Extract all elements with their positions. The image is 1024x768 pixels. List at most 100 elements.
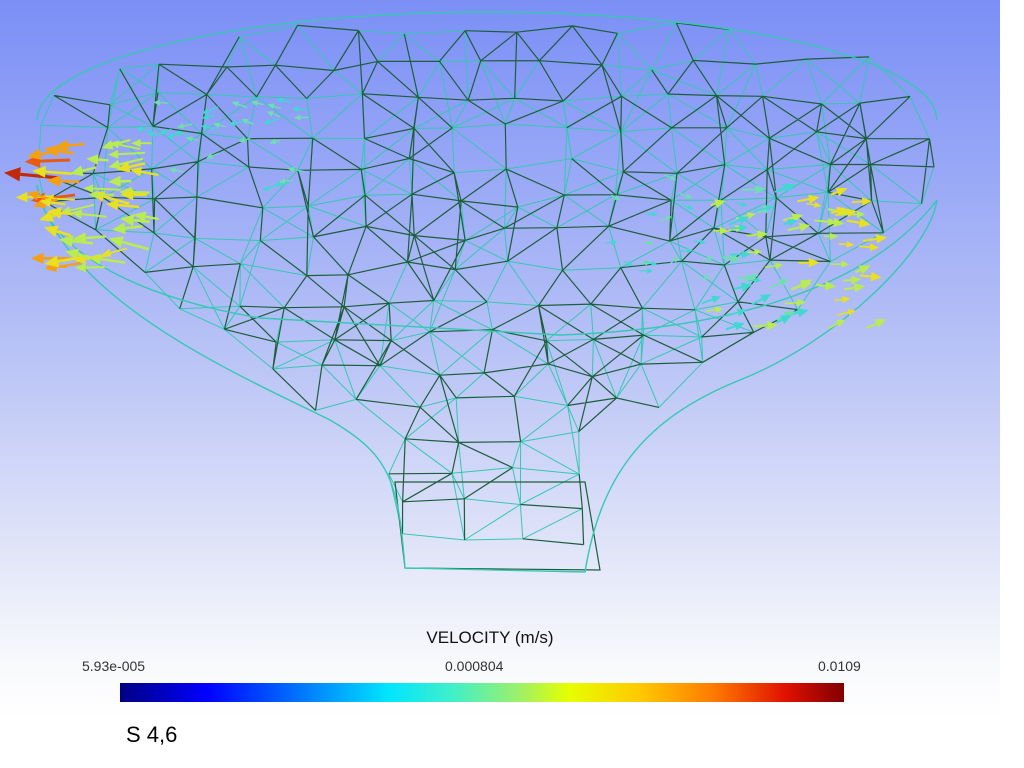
velocity-arrow — [263, 117, 281, 125]
mesh-edges-light — [37, 22, 935, 541]
velocity-arrow — [59, 235, 94, 247]
velocity-arrow — [846, 217, 871, 228]
velocity-arrow — [293, 114, 310, 121]
velocity-arrow — [746, 273, 759, 279]
velocity-arrow — [109, 236, 150, 251]
velocity-arrow — [130, 167, 159, 177]
velocity-arrow — [46, 175, 80, 187]
velocity-arrow — [605, 239, 618, 245]
figure-caption: S 4,6 — [126, 722, 178, 747]
velocity-arrow — [776, 315, 792, 324]
velocity-arrow — [859, 271, 882, 282]
velocity-arrow — [74, 254, 110, 264]
velocity-arrow — [726, 308, 747, 317]
body-outline — [36, 184, 938, 573]
velocity-arrow — [644, 260, 658, 266]
velocity-arrow — [108, 157, 144, 170]
velocity-arrow — [169, 167, 183, 174]
velocity-arrow — [201, 106, 219, 114]
velocity-arrow — [834, 296, 851, 303]
velocity-arrow — [116, 161, 146, 173]
velocity-arrow — [173, 130, 190, 137]
velocity-arrow — [70, 209, 107, 219]
velocity-arrow — [44, 144, 74, 158]
velocity-arrow — [27, 190, 56, 202]
velocity-arrow — [753, 321, 778, 331]
velocity-arrow — [131, 139, 152, 148]
velocity-arrow — [778, 183, 796, 193]
legend-tick-max: 0.0109 — [818, 658, 861, 674]
velocity-arrow — [212, 122, 226, 128]
velocity-arrow — [206, 152, 220, 159]
velocity-arrow — [693, 239, 707, 245]
velocity-arrow — [858, 243, 879, 251]
velocity-arrow — [47, 206, 73, 219]
legend-tick-mid: 0.000804 — [445, 658, 504, 674]
velocity-arrow — [730, 224, 749, 232]
velocity-arrow — [83, 184, 121, 193]
velocity-arrow — [86, 154, 109, 165]
velocity-arrow — [623, 260, 634, 266]
velocity-arrow — [798, 257, 820, 268]
velocity-arrow — [710, 199, 726, 209]
velocity-arrow — [44, 255, 83, 268]
velocity-arrow — [646, 211, 658, 217]
base-box — [394, 481, 601, 571]
velocity-arrow — [262, 184, 278, 191]
legend-title: VELOCITY (m/s) — [426, 628, 554, 647]
velocity-arrow — [791, 281, 812, 291]
velocity-arrow — [764, 262, 784, 270]
velocity-arrow — [797, 194, 820, 204]
velocity-arrow — [784, 298, 806, 307]
velocity-arrow — [706, 306, 724, 314]
velocity-arrow — [787, 222, 811, 232]
velocity-arrow — [725, 322, 745, 331]
velocity-arrow — [269, 138, 281, 145]
velocity-arrow — [748, 277, 762, 284]
velocity-arrow — [783, 219, 798, 227]
velocity-arrow — [241, 118, 254, 125]
velocity-arrow — [730, 250, 751, 259]
velocity-arrow — [146, 131, 161, 137]
velocity-arrow — [643, 240, 654, 246]
velocity-arrow — [238, 137, 251, 143]
velocity-arrow — [108, 175, 132, 187]
rim-upper — [36, 11, 938, 121]
edges-dark — [38, 22, 935, 546]
legend-tick-min: 5.93e-005 — [82, 658, 146, 674]
edges-light — [37, 22, 935, 541]
mesh-wireframe — [3, 11, 938, 573]
velocity-arrow — [120, 188, 148, 201]
velocity-arrow — [70, 165, 97, 177]
velocity-arrow — [852, 197, 873, 206]
velocity-arrow — [105, 199, 140, 211]
velocity-arrow — [639, 268, 654, 274]
velocity-arrow — [680, 248, 694, 254]
visualization-viewport[interactable] — [0, 0, 1000, 720]
velocity-arrow — [74, 262, 105, 273]
mesh-edges-dark — [38, 22, 935, 571]
velocity-arrow — [159, 128, 172, 135]
velocity-arrow — [827, 319, 846, 330]
velocity-arrow — [201, 114, 215, 120]
velocity-arrow — [854, 265, 871, 275]
velocity-arrow — [44, 225, 72, 237]
velocity-arrow — [830, 206, 849, 217]
velocity-arrow — [736, 201, 748, 207]
velocity-arrow — [108, 149, 146, 159]
velocity-arrow — [751, 294, 772, 306]
velocity-arrow — [838, 241, 855, 248]
velocity-arrow — [728, 216, 749, 226]
velocity-arrow — [3, 167, 61, 182]
velocity-arrow — [843, 275, 862, 285]
velocity-arrow — [742, 184, 766, 194]
velocity-vectors — [3, 97, 888, 331]
velocity-arrow — [658, 216, 672, 223]
mesh-outline — [36, 11, 938, 573]
velocity-arrow — [276, 97, 292, 104]
velocity-arrow — [829, 260, 850, 268]
velocity-arrow — [251, 100, 264, 106]
velocity-arrow — [700, 275, 711, 281]
velocity-arrow — [843, 283, 866, 293]
velocity-arrow — [200, 124, 218, 131]
